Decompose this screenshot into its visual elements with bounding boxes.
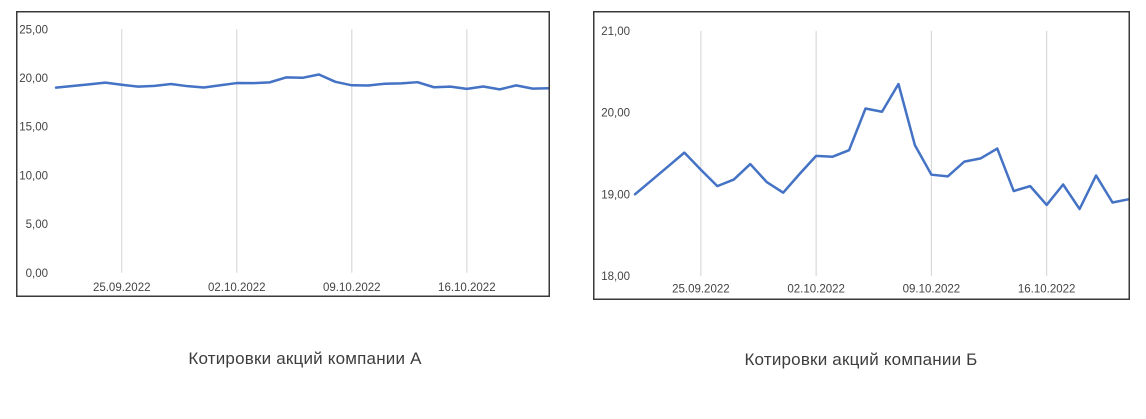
- y-axis-tick-labels: 0,00 5,00 10,00 15,00 20,00 25,00: [19, 24, 48, 280]
- series-line: [54, 73, 550, 91]
- x-tick-label: 02.10.2022: [787, 284, 845, 296]
- x-axis-tick-labels: 25.09.2022 02.10.2022 09.10.2022 16.10.2022: [93, 282, 496, 294]
- x-tick-label: 02.10.2022: [208, 282, 266, 294]
- chart-frame: [593, 11, 1130, 300]
- chart-frame: [16, 11, 550, 297]
- series-line: [633, 82, 1130, 211]
- chart-company-b: 18,00 19,00 20,00 21,00 25.09.2022 02.10.2022…: [593, 11, 1130, 300]
- y-tick-label: 25,00: [19, 24, 48, 36]
- chart-company-a-plot: 0,00 5,00 10,00 15,00 20,00 25,00 25.09.2022 02…: [16, 11, 550, 297]
- gridlines: [700, 30, 1048, 276]
- y-tick-label: 21,00: [601, 26, 630, 38]
- y-tick-label: 18,00: [601, 271, 630, 283]
- x-tick-label: 16.10.2022: [438, 282, 496, 294]
- x-axis-tick-labels: 25.09.2022 02.10.2022 09.10.2022 16.10.2022: [672, 284, 1075, 296]
- y-axis-tick-labels: 18,00 19,00 20,00 21,00: [601, 26, 630, 283]
- gridlines: [121, 29, 468, 273]
- y-tick-label: 15,00: [19, 122, 48, 134]
- y-tick-label: 10,00: [19, 170, 48, 182]
- chart-company-a: 0,00 5,00 10,00 15,00 20,00 25,00 25.09.2022 02…: [16, 11, 550, 297]
- chart-a-caption: Котировки акций компании А: [188, 349, 422, 368]
- chart-b-caption: Котировки акций компании Б: [744, 350, 978, 369]
- y-tick-label: 20,00: [19, 73, 48, 85]
- y-tick-label: 19,00: [601, 189, 630, 201]
- x-tick-label: 09.10.2022: [323, 282, 381, 294]
- chart-company-b-plot: 18,00 19,00 20,00 21,00 25.09.2022 02.10.2022…: [593, 11, 1130, 300]
- x-tick-label: 16.10.2022: [1018, 284, 1076, 296]
- x-tick-label: 25.09.2022: [672, 284, 730, 296]
- y-tick-label: 0,00: [26, 268, 48, 280]
- x-tick-label: 09.10.2022: [903, 284, 961, 296]
- y-tick-label: 5,00: [26, 219, 48, 231]
- x-tick-label: 25.09.2022: [93, 282, 151, 294]
- y-tick-label: 20,00: [601, 108, 630, 120]
